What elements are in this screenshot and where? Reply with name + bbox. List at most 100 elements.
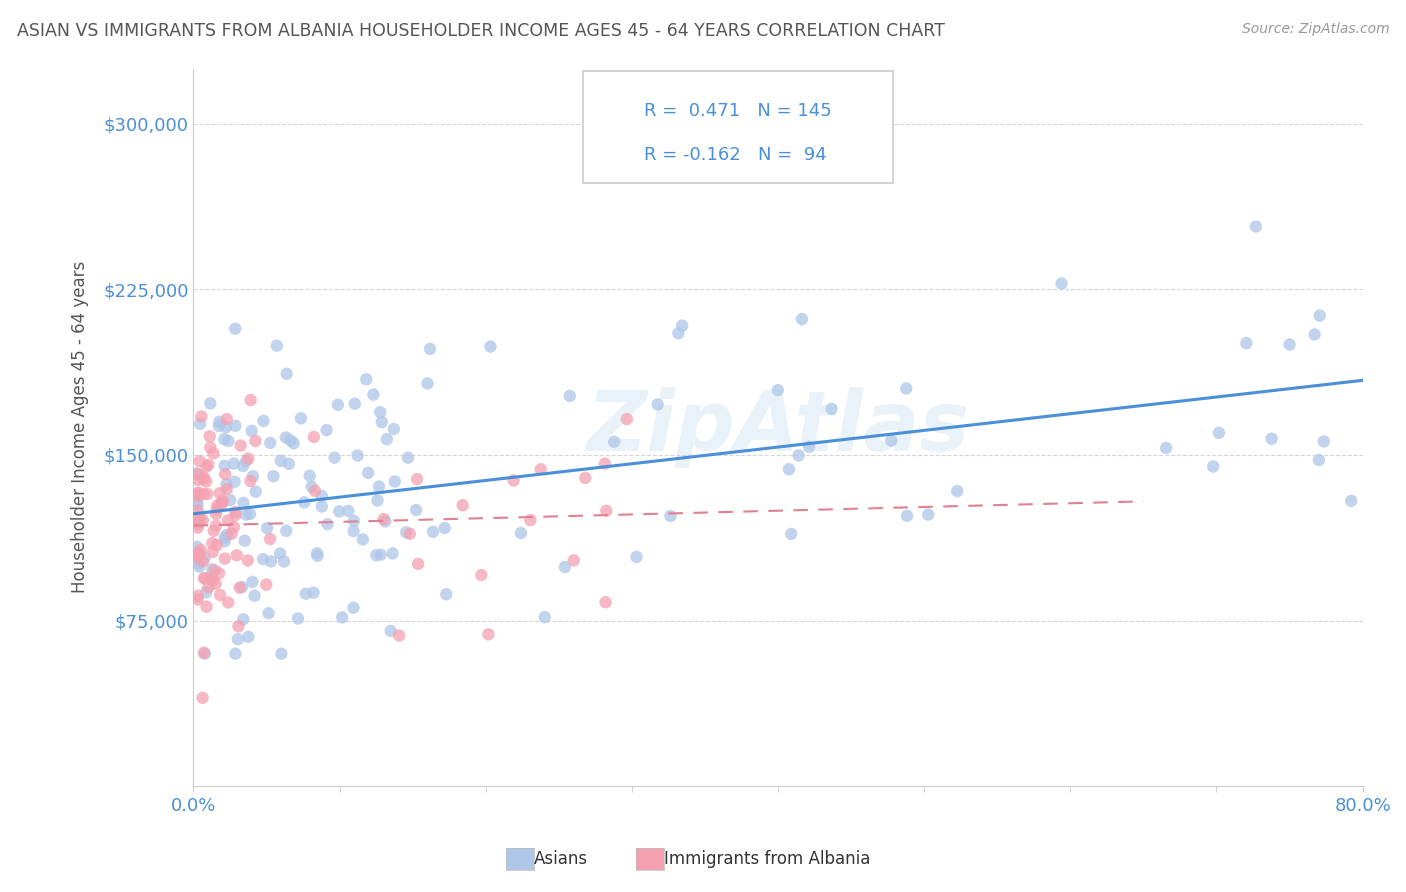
Point (243, 589, 266, 603)
Point (1308, 453, 1330, 467)
Point (232, 612, 254, 626)
Point (240, 424, 263, 438)
Point (371, 415, 394, 429)
Point (238, 451, 260, 466)
Point (201, 536, 224, 550)
Point (1202, 459, 1225, 474)
Point (191, 554, 214, 568)
Point (193, 470, 215, 484)
Point (204, 576, 226, 591)
Point (1050, 277, 1073, 291)
Point (342, 524, 364, 538)
Point (186, 467, 208, 481)
Point (187, 592, 209, 607)
Point (375, 432, 398, 446)
Point (946, 484, 969, 499)
Point (240, 574, 263, 589)
Point (224, 505, 246, 519)
Point (187, 467, 209, 481)
Point (214, 534, 236, 549)
Point (479, 340, 502, 354)
Point (554, 560, 576, 574)
Point (259, 436, 281, 450)
Point (1154, 441, 1177, 455)
Point (419, 342, 441, 356)
Point (205, 518, 228, 533)
Point (370, 548, 392, 562)
Point (187, 550, 209, 565)
Point (519, 513, 541, 527)
Point (659, 508, 682, 523)
Point (1309, 309, 1331, 323)
Point (603, 434, 626, 449)
Point (295, 587, 318, 601)
Point (326, 398, 349, 412)
Point (616, 412, 638, 426)
Point (193, 646, 215, 660)
Point (302, 585, 325, 599)
Point (530, 462, 553, 476)
Point (191, 513, 214, 527)
Point (277, 457, 299, 471)
Point (287, 611, 309, 625)
Point (188, 547, 211, 561)
Point (239, 392, 262, 407)
Point (416, 376, 439, 391)
Point (187, 473, 209, 487)
Text: ASIAN VS IMMIGRANTS FROM ALBANIA HOUSEHOLDER INCOME AGES 45 - 64 YEARS CORRELATI: ASIAN VS IMMIGRANTS FROM ALBANIA HOUSEHO… (17, 22, 945, 40)
Point (197, 458, 219, 472)
Point (647, 397, 669, 411)
Point (236, 553, 259, 567)
Point (217, 434, 239, 448)
Point (207, 499, 229, 513)
Text: R =  0.471   N = 145: R = 0.471 N = 145 (644, 103, 832, 120)
Point (593, 457, 616, 471)
Point (259, 532, 281, 546)
Point (780, 527, 803, 541)
Point (666, 326, 689, 341)
Point (283, 436, 305, 450)
Point (225, 549, 247, 563)
Point (194, 647, 217, 661)
Point (215, 420, 238, 434)
Point (558, 389, 581, 403)
Point (214, 551, 236, 566)
Point (434, 587, 457, 601)
Point (252, 552, 274, 566)
Point (204, 563, 226, 577)
Point (406, 472, 429, 486)
Point (205, 507, 228, 521)
Point (229, 438, 252, 452)
Point (193, 487, 215, 501)
Point (254, 577, 277, 591)
Text: Source: ZipAtlas.com: Source: ZipAtlas.com (1241, 22, 1389, 37)
Point (198, 429, 221, 443)
Point (343, 514, 366, 528)
Point (208, 419, 231, 434)
Y-axis label: Householder Income Ages 45 - 64 years: Householder Income Ages 45 - 64 years (72, 261, 89, 593)
Point (200, 572, 222, 586)
Point (396, 450, 419, 465)
Point (880, 434, 903, 448)
Point (232, 496, 254, 510)
Point (202, 446, 225, 460)
Point (205, 502, 228, 516)
Point (187, 547, 209, 561)
Point (224, 321, 246, 335)
Point (221, 526, 243, 541)
Point (368, 405, 391, 419)
Point (200, 441, 222, 455)
Point (235, 508, 257, 522)
Point (304, 483, 326, 498)
Point (215, 482, 238, 496)
Point (193, 571, 215, 585)
Point (187, 486, 209, 500)
Point (270, 454, 292, 468)
Point (451, 498, 474, 512)
Point (595, 504, 617, 518)
Point (406, 557, 429, 571)
Point (208, 486, 231, 500)
Point (896, 382, 918, 396)
Point (208, 415, 231, 429)
Point (224, 418, 246, 433)
